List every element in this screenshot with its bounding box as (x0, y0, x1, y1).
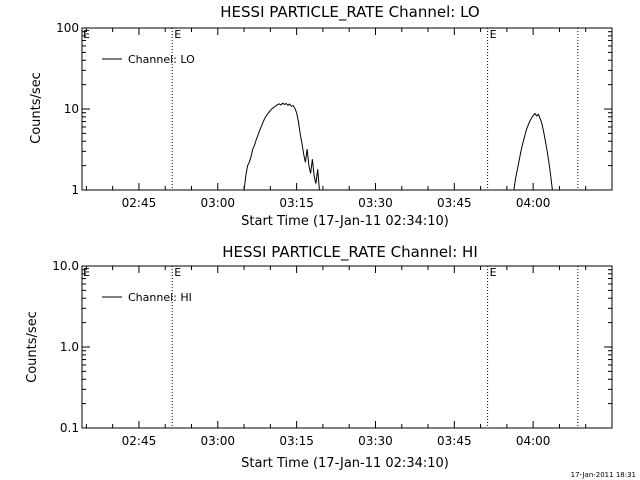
x-tick-label: 03:30 (358, 434, 393, 448)
x-tick-label: 03:30 (358, 196, 393, 210)
chart-title: HESSI PARTICLE_RATE Channel: LO (220, 3, 479, 22)
x-tick-label: 04:00 (516, 196, 551, 210)
timestamp-footer: 17-Jan-2011 18:31 (571, 471, 636, 479)
chart-title: HESSI PARTICLE_RATE Channel: HI (222, 243, 478, 262)
series-line (243, 102, 320, 191)
x-tick-label: 03:15 (279, 196, 314, 210)
y-tick-label: 1 (71, 183, 79, 197)
event-marker-label: E (83, 28, 90, 41)
x-tick-label: 03:00 (200, 196, 235, 210)
event-marker-label: E (174, 266, 181, 279)
x-tick-label: 03:15 (279, 434, 314, 448)
y-axis-label: Counts/sec (29, 72, 44, 144)
x-axis-label: Start Time (17-Jan-11 02:34:10) (241, 456, 449, 471)
x-tick-label: 04:00 (516, 434, 551, 448)
series-line (513, 112, 553, 191)
y-tick-label: 1.0 (60, 340, 79, 354)
y-tick-label: 10 (64, 102, 79, 116)
event-marker-label: E (490, 28, 497, 41)
x-tick-label: 03:45 (437, 196, 472, 210)
event-marker-label: E (174, 28, 181, 41)
x-tick-label: 03:00 (200, 434, 235, 448)
y-tick-label: 100 (56, 21, 79, 35)
y-tick-label: 10.0 (52, 259, 79, 273)
x-axis-label: Start Time (17-Jan-11 02:34:10) (241, 214, 449, 229)
event-marker-label: E (490, 266, 497, 279)
legend-entry: Channel: HI (128, 291, 192, 304)
event-marker-label: E (83, 266, 90, 279)
plot-area: 02:45 03:00 03:15 03:30 03:45 04:00 0.1 1.0 10.0… (52, 259, 613, 448)
y-tick-label: 0.1 (60, 421, 79, 435)
legend-entry: Channel: LO (128, 53, 195, 66)
x-tick-label: 03:45 (437, 434, 472, 448)
panel-hi: HESSI PARTICLE_RATE Channel: HI Counts/s… (25, 243, 613, 471)
panel-lo: HESSI PARTICLE_RATE Channel: LO Counts/s… (29, 3, 613, 229)
x-tick-label: 02:45 (122, 196, 157, 210)
x-tick-label: 02:45 (122, 434, 157, 448)
y-axis-label: Counts/sec (25, 311, 40, 383)
